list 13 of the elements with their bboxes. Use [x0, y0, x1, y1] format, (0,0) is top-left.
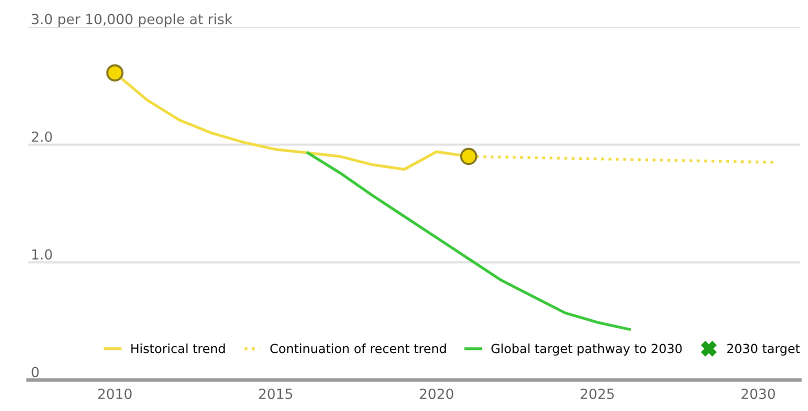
x-tick-label: 2025 [580, 388, 614, 400]
x-tick-label: 2030 [742, 388, 775, 400]
legend-label: Historical trend [131, 344, 225, 354]
y-tick-label: 1.0 [32, 249, 52, 260]
x-tick-label: 2010 [98, 388, 132, 400]
legend-label: Continuation of recent trend [270, 344, 446, 354]
x-tick-label: 2020 [420, 388, 454, 400]
legend-label: Global target pathway to 2030 [491, 344, 682, 356]
y-tick-label: 3.0 per 10,000 people at risk [32, 14, 232, 27]
legend-label: 2030 target [727, 344, 800, 356]
y-tick-label: 2.0 [32, 131, 52, 142]
y-tick-label: 0 [32, 366, 39, 378]
x-tick-label: 2015 [259, 388, 292, 400]
